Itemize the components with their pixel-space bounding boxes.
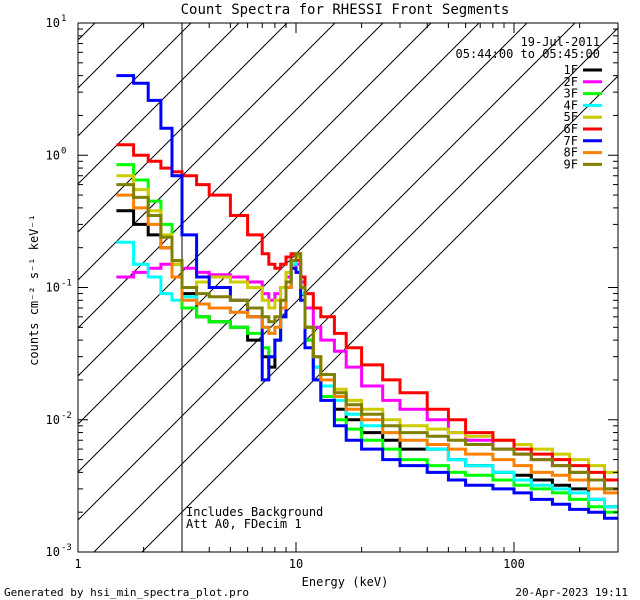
hatch-line bbox=[141, 75, 618, 552]
hatch-line bbox=[78, 23, 240, 185]
legend-label-5f: 5F bbox=[564, 110, 578, 124]
legend-label-1f: 1F bbox=[564, 63, 578, 77]
chart-title: Count Spectra for RHESSI Front Segments bbox=[181, 2, 510, 18]
hatch-line bbox=[78, 23, 336, 281]
y-axis-ticks bbox=[78, 28, 618, 553]
legend-label-6f: 6F bbox=[564, 122, 578, 136]
series-9f bbox=[116, 183, 618, 491]
x-axis-label: Energy (keV) bbox=[302, 575, 389, 589]
y-axis-label: counts cm⁻² s⁻¹ keV⁻¹ bbox=[27, 214, 41, 366]
x-axis-tick-labels: 1 10 100 bbox=[74, 557, 524, 571]
y-tick-label-exponent: -1 bbox=[61, 279, 72, 289]
date-label: 19-Jul-2011 bbox=[521, 35, 600, 49]
hatch-line bbox=[78, 23, 576, 521]
footer-generator: Generated by hsi_min_spectra_plot.pro bbox=[4, 586, 249, 599]
y-tick-label-exponent: 0 bbox=[61, 146, 66, 156]
hatch-line bbox=[78, 23, 192, 137]
legend-label-4f: 4F bbox=[564, 98, 578, 112]
series-6f bbox=[116, 143, 618, 482]
y-tick-label-exponent: -2 bbox=[61, 411, 72, 421]
x-tick-label: 1 bbox=[74, 557, 81, 571]
time-range-label: 05:44:00 to 05:45:00 bbox=[456, 47, 601, 61]
hatch-line bbox=[78, 23, 432, 377]
annotation-background: Includes Background bbox=[186, 505, 323, 519]
y-tick-label-exponent: -3 bbox=[61, 543, 72, 553]
annotation-attenuator: Att A0, FDecim 1 bbox=[186, 517, 302, 531]
legend-label-9f: 9F bbox=[564, 157, 578, 171]
x-axis-ticks bbox=[77, 23, 619, 552]
legend-label-3f: 3F bbox=[564, 87, 578, 101]
footer-timestamp: 20-Apr-2023 19:11 bbox=[515, 586, 628, 599]
y-tick-label: 10 bbox=[46, 413, 60, 427]
x-tick-label: 10 bbox=[289, 557, 303, 571]
y-tick-label-exponent: 1 bbox=[61, 14, 66, 24]
legend-label-2f: 2F bbox=[564, 75, 578, 89]
legend-label-7f: 7F bbox=[564, 134, 578, 148]
hatch-line bbox=[78, 23, 288, 233]
series-group bbox=[116, 74, 618, 520]
y-tick-label: 10 bbox=[46, 545, 60, 559]
x-tick-label: 100 bbox=[503, 557, 525, 571]
legend-label-8f: 8F bbox=[564, 146, 578, 160]
y-tick-label: 10 bbox=[46, 148, 60, 162]
y-tick-label: 10 bbox=[46, 281, 60, 295]
y-tick-label: 10 bbox=[46, 16, 60, 30]
hatch-line bbox=[78, 23, 384, 329]
